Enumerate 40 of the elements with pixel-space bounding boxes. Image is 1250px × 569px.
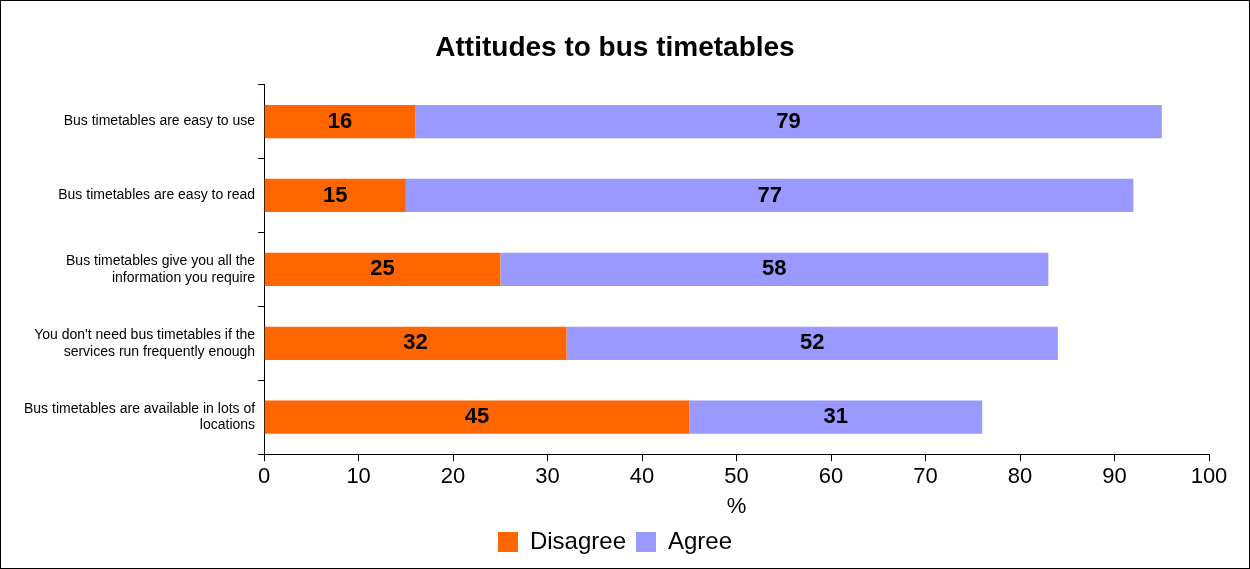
x-tick-label: 80 [1007,463,1033,489]
data-label: 58 [762,255,787,281]
data-label: 79 [776,107,801,133]
data-label: 77 [757,181,782,207]
bar [566,326,1058,360]
bar [264,178,406,213]
x-tick-label: 40 [629,463,655,489]
x-tick-label: 60 [818,463,844,489]
data-label: 31 [823,403,849,429]
bar [264,400,690,434]
x-tick-label: 100 [1190,463,1228,489]
bar [500,252,1049,287]
legend-label: Disagree [529,526,626,554]
data-label: 25 [370,255,395,281]
x-tick-label: 10 [346,463,371,489]
x-tick-label: 90 [1102,463,1127,489]
legend-label: Agree [668,526,733,554]
data-label: 45 [464,403,490,429]
y-tick-label: You don't need bus timetables if the services run frequently enough [34,325,256,359]
data-label: 15 [323,181,348,207]
chart-title: Attitudes to bus timetables [435,30,795,62]
bar [405,178,1134,213]
data-label: 16 [327,107,353,133]
bar [264,104,416,139]
y-tick-label: Bus timetables are easy to read [58,186,256,203]
bar [264,252,501,287]
x-tick-label: 70 [913,463,938,489]
y-tick-label: Bus timetables are easy to use [63,112,256,129]
y-tick-label: Bus timetables give you all the information you require [66,251,256,285]
y-tick-label: Bus timetables are available in lots of locations [24,399,256,433]
x-tick-label: 50 [724,463,749,489]
x-axis-title: % [726,492,747,518]
data-label: 32 [403,329,428,355]
bar [264,326,567,360]
x-tick-label: 30 [535,463,560,489]
data-label: 52 [799,329,825,355]
x-tick-label: 20 [440,463,466,489]
bar [689,400,983,434]
bar [415,104,1162,139]
x-tick-label: 0 [258,463,271,489]
